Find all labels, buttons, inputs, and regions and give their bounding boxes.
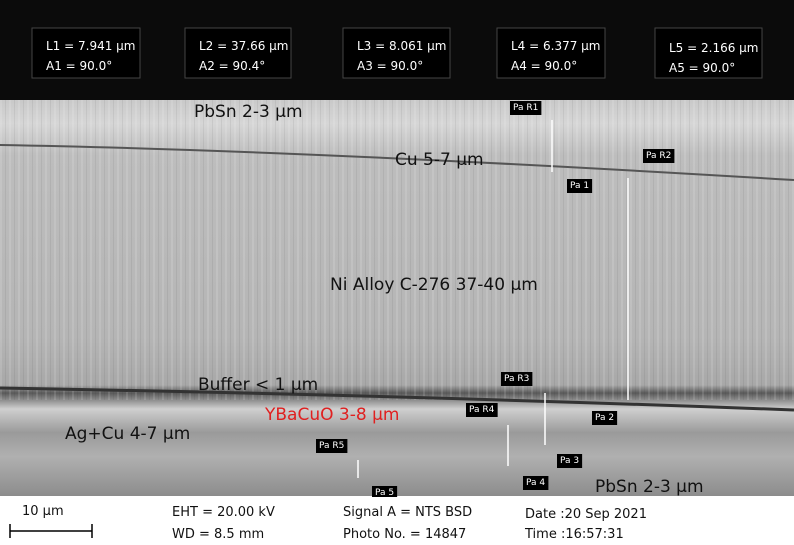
- marker-label: Pa 3: [560, 456, 579, 466]
- angle: A5 = 90.0°: [669, 61, 735, 75]
- layer-label: Cu 5-7 µm: [395, 150, 484, 170]
- length: L3 = 8.061 µm: [357, 39, 447, 53]
- layer-label: Buffer < 1 µm: [198, 375, 318, 395]
- layer-label: Ag+Cu 4-7 µm: [65, 424, 190, 444]
- signal: Signal A = NTS BSD: [343, 505, 472, 520]
- length: L2 = 37.66 µm: [199, 39, 289, 53]
- date: Date :20 Sep 2021: [525, 507, 647, 522]
- layer-label: YBaCuO 3-8 µm: [264, 405, 399, 425]
- eht: EHT = 20.00 kV: [172, 505, 275, 520]
- marker-label: Pa 2: [595, 413, 614, 423]
- marker-label: Pa 1: [570, 181, 589, 191]
- marker-label: Pa R3: [504, 374, 529, 384]
- length: L1 = 7.941 µm: [46, 39, 136, 53]
- length: L4 = 6.377 µm: [511, 39, 601, 53]
- marker-label: Pa R2: [646, 151, 671, 161]
- angle: A3 = 90.0°: [357, 59, 423, 73]
- marker-label: Pa R5: [319, 441, 344, 451]
- layer-label: PbSn 2-3 µm: [194, 102, 303, 122]
- layer-label: Ni Alloy C-276 37-40 µm: [330, 275, 538, 295]
- length: L5 = 2.166 µm: [669, 41, 759, 55]
- marker-label: Pa 5: [375, 488, 394, 498]
- angle: A4 = 90.0°: [511, 59, 577, 73]
- angle: A1 = 90.0°: [46, 59, 112, 73]
- striations: [0, 100, 794, 400]
- layer-label: PbSn 2-3 µm: [595, 477, 704, 497]
- marker-label: Pa 4: [526, 478, 545, 488]
- angle: A2 = 90.4°: [199, 59, 265, 73]
- marker-label: Pa R4: [469, 405, 495, 415]
- photo-no: Photo No. = 14847: [343, 527, 466, 542]
- scale: 10 µm: [22, 504, 64, 519]
- micrograph: L1 = 7.941 µm A1 = 90.0° L2 = 37.66 µm A…: [0, 0, 794, 545]
- wd: WD = 8.5 mm: [172, 527, 264, 542]
- marker-label: Pa R1: [513, 103, 538, 113]
- time: Time :16:57:31: [524, 527, 624, 542]
